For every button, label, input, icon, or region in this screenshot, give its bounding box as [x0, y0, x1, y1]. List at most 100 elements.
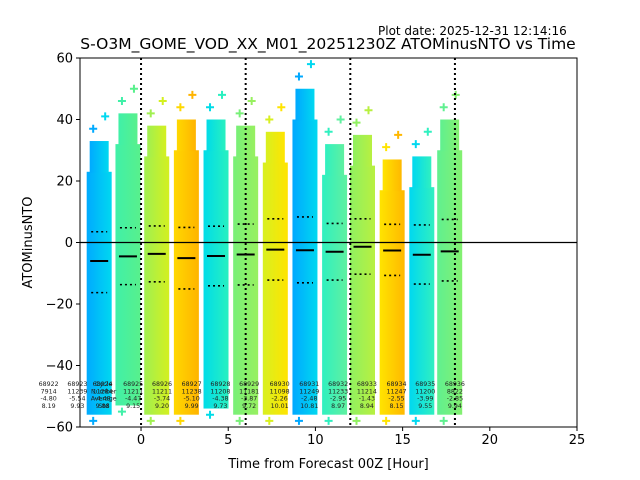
annotation-cycle: 68925 — [123, 381, 143, 388]
cluster-0 — [86, 112, 112, 425]
annotation-cycle: 68922 — [39, 381, 59, 388]
x-axis: 0 5 10 15 20 25 — [137, 427, 585, 448]
annotation-std: 9.73 — [213, 403, 227, 410]
cluster-11 — [409, 127, 435, 425]
y-tick-label: 20 — [56, 175, 73, 190]
outlier-point — [117, 97, 126, 106]
outlier-point — [247, 97, 256, 106]
y-axis: 60 40 20 0 −20 −40 −60 — [46, 52, 80, 436]
cluster-tail — [147, 125, 167, 158]
outlier-point — [89, 124, 98, 133]
outlier-point — [324, 416, 333, 425]
outlier-point — [265, 115, 274, 124]
y-tick-label: −60 — [46, 421, 73, 436]
cluster-body — [233, 156, 259, 415]
cluster-body — [173, 150, 199, 415]
outlier-point — [306, 60, 315, 69]
outlier-point — [146, 416, 155, 425]
outlier-point — [294, 416, 303, 425]
annotation-average: -5.54 — [69, 396, 85, 403]
outlier-point — [117, 407, 126, 416]
outlier-point — [218, 90, 227, 99]
annotation-average: -3.99 — [417, 396, 433, 403]
annotation-number: 8822 — [447, 388, 463, 395]
outlier-point — [382, 416, 391, 425]
annotation-number: 11208 — [210, 388, 230, 395]
cluster-body — [262, 162, 288, 415]
x-tick-label: 0 — [137, 433, 145, 448]
outlier-point — [439, 103, 448, 112]
x-axis-label: Time from Forecast 00Z [Hour] — [227, 457, 429, 472]
annotation-std: 8.15 — [389, 403, 403, 410]
x-tick-label: 25 — [569, 433, 586, 448]
cluster-body — [144, 156, 170, 415]
x-tick-label: 5 — [224, 433, 232, 448]
y-axis-label: ATOMinusNTO — [21, 196, 36, 288]
outlier-point — [336, 115, 345, 124]
cluster-tail — [89, 141, 109, 173]
outlier-point — [423, 127, 432, 136]
x-tick-label: 10 — [307, 433, 324, 448]
cluster-body — [409, 187, 435, 415]
outlier-point — [394, 130, 403, 139]
annotation-std: 8.19 — [42, 403, 56, 410]
cluster-tail — [382, 159, 402, 192]
cluster-tail — [295, 88, 315, 121]
cluster-7 — [292, 60, 318, 425]
annotation-average: -2.95 — [330, 396, 346, 403]
annotation-std: 8.97 — [331, 403, 345, 410]
annotation-number: 11214 — [357, 388, 377, 395]
x-tick-label: 20 — [482, 433, 499, 448]
annotation-cycle: 68927 — [182, 381, 202, 388]
annotation-number: 11249 — [299, 388, 319, 395]
annotation-cycle: 68936 — [445, 381, 465, 388]
cluster-3 — [173, 90, 199, 425]
annotation-std: 9.15 — [126, 403, 140, 410]
annotation-cycle: 68932 — [328, 381, 348, 388]
annotation-std: 8.94 — [360, 403, 374, 410]
annotation-cycle: 68933 — [357, 381, 377, 388]
y-tick-label: −40 — [46, 359, 73, 374]
annotation-cycle: 68935 — [415, 381, 435, 388]
cluster-body — [437, 150, 463, 415]
cluster-4 — [203, 90, 229, 419]
outlier-point — [324, 127, 333, 136]
reference-lines — [80, 58, 577, 427]
cluster-tail — [118, 113, 138, 146]
chart-title: S-O3M_GOME_VOD_XX_M01_20251230Z ATOMinus… — [80, 35, 576, 53]
outlier-point — [235, 416, 244, 425]
annotation-cycle: 68931 — [299, 381, 319, 388]
outlier-point — [146, 109, 155, 118]
cluster-body — [379, 190, 405, 415]
outlier-point — [176, 416, 185, 425]
annotation-cycle: 68934 — [386, 381, 406, 388]
annotation-number: 11211 — [123, 388, 143, 395]
annotation-std: 9.99 — [185, 403, 199, 410]
cluster-tail — [206, 119, 226, 152]
annotation-average: -2.48 — [301, 396, 317, 403]
cluster-body — [292, 119, 318, 415]
annotation-number: 11247 — [386, 388, 406, 395]
outlier-point — [352, 118, 361, 127]
outlier-point — [176, 103, 185, 112]
annotation-header-label: Number — [91, 388, 117, 395]
annotation-std: 9.94 — [448, 403, 462, 410]
annotation-average: -4.38 — [212, 396, 228, 403]
outlier-point — [129, 84, 138, 93]
annotation-std: 10.01 — [271, 403, 289, 410]
cluster-body — [350, 165, 376, 415]
y-tick-label: −20 — [46, 298, 73, 313]
annotation-average: -2.55 — [388, 396, 404, 403]
annotation-average: -2.85 — [447, 396, 463, 403]
annotation-header-label: Std — [98, 403, 108, 410]
cluster-body — [322, 174, 348, 415]
y-tick-label: 0 — [65, 236, 73, 251]
annotation-average: -2.26 — [272, 396, 288, 403]
annotation-std: 9.93 — [70, 403, 84, 410]
outlier-point — [235, 109, 244, 118]
annotation-number: 11098 — [270, 388, 290, 395]
outlier-point — [188, 90, 197, 99]
outlier-point — [277, 103, 286, 112]
cluster-tail — [176, 119, 196, 152]
